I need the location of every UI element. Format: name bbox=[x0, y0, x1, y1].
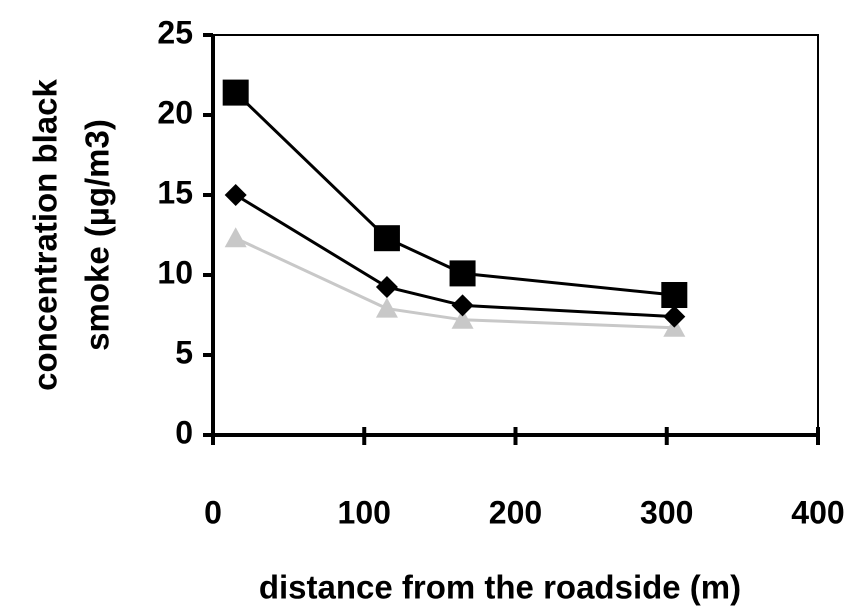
diamond-marker bbox=[224, 184, 247, 206]
square-marker bbox=[449, 260, 476, 287]
y-tick-label: 0 bbox=[175, 414, 193, 450]
square-marker bbox=[661, 282, 688, 308]
triangle-marker bbox=[224, 227, 247, 248]
x-tick-label: 400 bbox=[791, 494, 844, 530]
diamond-marker bbox=[663, 305, 686, 328]
square-marker bbox=[222, 79, 249, 106]
y-axis-label: concentration black bbox=[27, 78, 64, 390]
x-tick-label: 300 bbox=[640, 494, 693, 530]
diamond-marker bbox=[451, 294, 474, 317]
y-tick-label: 5 bbox=[175, 334, 193, 370]
square-marker bbox=[373, 225, 400, 252]
x-tick-label: 100 bbox=[338, 494, 391, 530]
x-tick-label: 200 bbox=[489, 494, 542, 530]
diamond-marker bbox=[375, 276, 398, 298]
triangle-marker bbox=[375, 297, 398, 318]
y-tick-label: 15 bbox=[157, 174, 193, 210]
series-line bbox=[234, 193, 675, 319]
series-line bbox=[235, 236, 675, 330]
x-axis-label: distance from the roadside (m) bbox=[259, 569, 741, 606]
x-tick-label: 0 bbox=[204, 494, 222, 530]
y-tick-label: 10 bbox=[157, 254, 193, 290]
triangle-marker bbox=[451, 308, 474, 329]
y-axis-label: smoke (µg/m3) bbox=[79, 119, 116, 351]
series-line bbox=[234, 91, 675, 297]
y-tick-label: 25 bbox=[157, 14, 193, 50]
y-tick-label: 20 bbox=[157, 94, 193, 130]
